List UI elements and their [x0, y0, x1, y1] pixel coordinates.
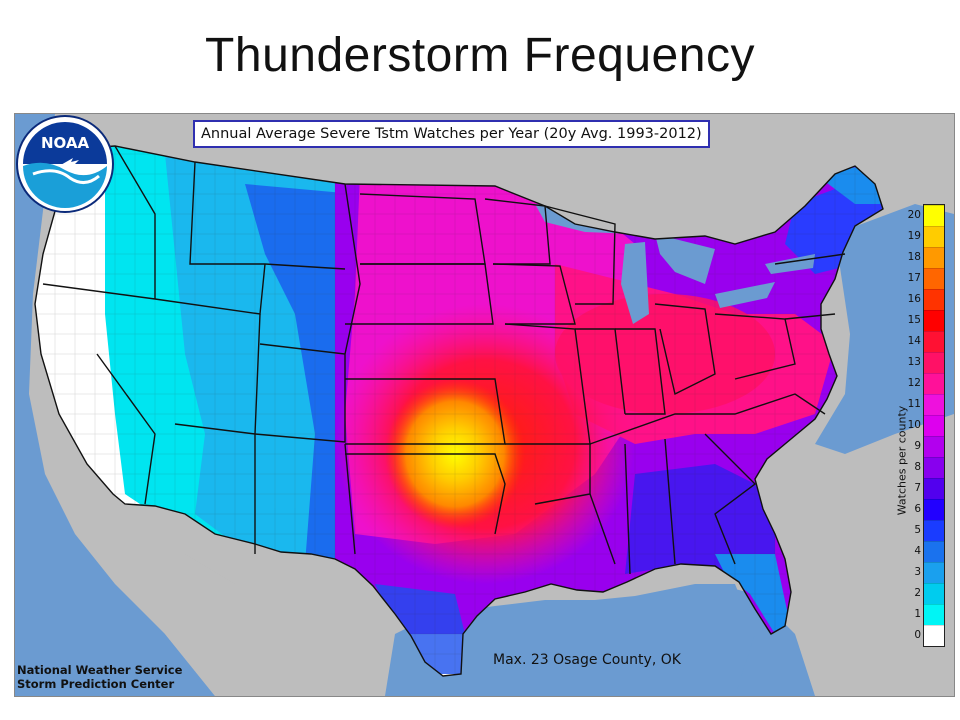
- legend-swatch-0: [924, 625, 944, 646]
- legend-tick-label: 10: [907, 418, 921, 431]
- legend-tick-label: 4: [914, 544, 921, 557]
- legend-swatch-8: [924, 457, 944, 478]
- watch-frequency-map: Annual Average Severe Tstm Watches per Y…: [14, 113, 955, 697]
- legend-swatch-11: [924, 394, 944, 415]
- agency-line-2: Storm Prediction Center: [17, 677, 175, 691]
- noaa-logo: NOAA: [16, 115, 114, 213]
- legend-swatch-14: [924, 331, 944, 352]
- legend-tick-label: 2: [914, 586, 921, 599]
- legend-swatch-9: [924, 436, 944, 457]
- legend-tick-label: 16: [907, 292, 921, 305]
- agency-line-1: National Weather Service: [17, 663, 183, 677]
- legend-swatch-5: [924, 520, 944, 541]
- legend-tick-label: 12: [907, 376, 921, 389]
- legend-ticks: 0 1 2 3 4 5 6 7 8 9 10 11 12 13 14 15 16 17 18 19 20: [903, 204, 921, 645]
- legend-swatch-3: [924, 562, 944, 583]
- legend-tick-label: 11: [907, 397, 921, 410]
- legend-swatch-7: [924, 478, 944, 499]
- legend-swatch-2: [924, 583, 944, 604]
- color-legend: [923, 204, 945, 647]
- legend-swatch-16: [924, 289, 944, 310]
- legend-tick-label: 15: [907, 313, 921, 326]
- map-heading: Annual Average Severe Tstm Watches per Y…: [193, 120, 710, 148]
- legend-tick-label: 13: [907, 355, 921, 368]
- legend-title: Watches per county: [895, 405, 909, 516]
- agency-credit: National Weather Service Storm Predictio…: [17, 663, 182, 691]
- legend-swatch-18: [924, 247, 944, 268]
- legend-swatch-4: [924, 541, 944, 562]
- legend-tick-label: 5: [914, 523, 921, 536]
- legend-swatch-17: [924, 268, 944, 289]
- legend-swatch-19: [924, 226, 944, 247]
- legend-tick-label: 0: [914, 628, 921, 641]
- legend-tick-label: 6: [914, 502, 921, 515]
- legend-tick-label: 7: [914, 481, 921, 494]
- legend-tick-label: 20: [907, 208, 921, 221]
- max-value-note: Max. 23 Osage County, OK: [493, 652, 681, 668]
- legend-tick-label: 8: [914, 460, 921, 473]
- legend-swatch-1: [924, 604, 944, 625]
- legend-swatch-15: [924, 310, 944, 331]
- legend-swatch-12: [924, 373, 944, 394]
- map-graphic: [15, 114, 954, 696]
- legend-tick-label: 1: [914, 607, 921, 620]
- slide-title: Thunderstorm Frequency: [205, 29, 755, 82]
- legend-swatch-13: [924, 352, 944, 373]
- legend-tick-label: 19: [907, 229, 921, 242]
- legend-tick-label: 14: [907, 334, 921, 347]
- legend-swatch-10: [924, 415, 944, 436]
- noaa-logo-text: NOAA: [41, 134, 90, 152]
- legend-tick-label: 9: [914, 439, 921, 452]
- legend-tick-label: 17: [907, 271, 921, 284]
- legend-tick-label: 3: [914, 565, 921, 578]
- legend-swatch-6: [924, 499, 944, 520]
- legend-swatch-20: [924, 205, 944, 226]
- legend-tick-label: 18: [907, 250, 921, 263]
